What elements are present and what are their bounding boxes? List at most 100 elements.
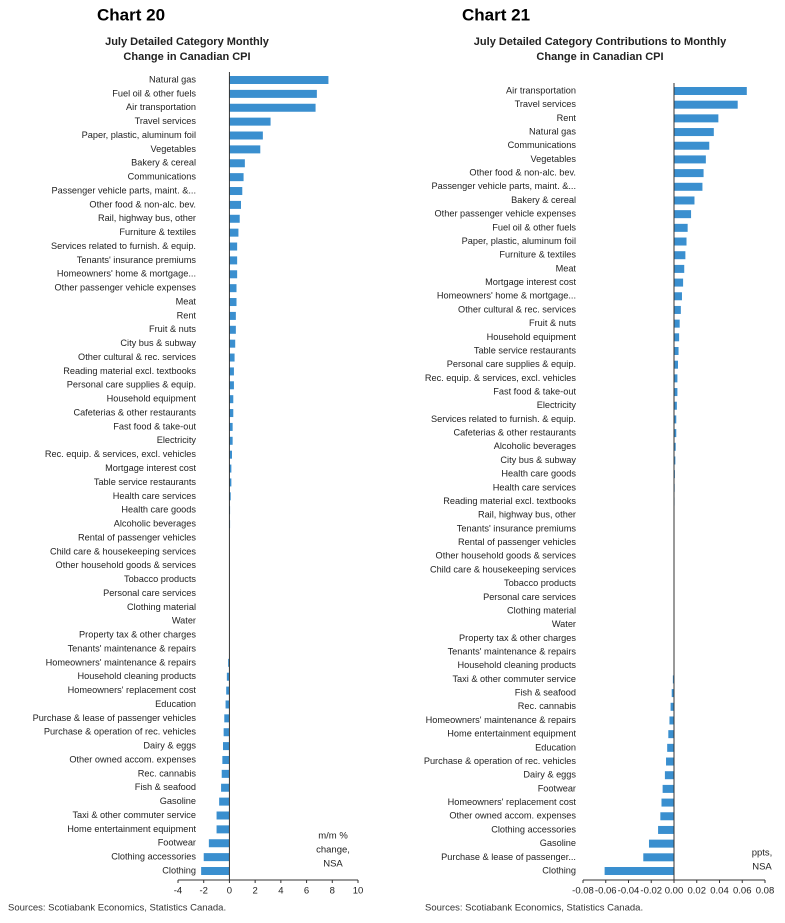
category-label: Reading material excl. textbooks [63,366,196,376]
category-label: Health care goods [501,469,576,479]
category-label: Bakery & cereal [511,195,576,205]
bar [208,839,230,848]
bar [674,319,680,328]
bar [662,784,674,793]
axis-note: ppts, [752,848,773,859]
bar [221,769,230,778]
chart-title: July Detailed Category Contributions to … [474,36,727,48]
x-tick-label: 10 [353,886,364,897]
bar [229,298,237,307]
category-label: Personal care services [103,588,196,598]
bar [222,755,230,764]
category-label: Dairy & eggs [143,741,196,751]
bar [225,700,230,709]
category-label: Footwear [538,783,576,793]
x-tick-label: -0.02 [640,886,662,897]
category-label: Tenants' maintenance & repairs [68,643,197,653]
bar [674,223,688,232]
category-label: Clothing [542,865,576,875]
category-label: Mortgage interest cost [485,277,576,287]
category-label: Table service restaurants [474,345,577,355]
category-label: Other owned accom. expenses [449,811,576,821]
bar [229,478,232,487]
category-label: Rec. equip. & services, excl. vehicles [45,449,197,459]
bar [229,464,232,473]
category-label: Household equipment [487,332,577,342]
category-label: Mortgage interest cost [105,463,196,473]
bar [229,353,235,362]
category-label: Clothing accessories [491,824,576,834]
category-label: Communications [128,172,197,182]
bar [674,374,678,383]
bar [229,228,239,237]
category-label: Air transportation [126,102,196,112]
category-label: Home entertainment equipment [447,729,576,739]
x-tick-label: 0.00 [665,886,684,897]
category-label: Tenants' insurance premiums [77,255,197,265]
category-label: Passenger vehicle parts, maint. &... [431,181,576,191]
category-label: Cafeterias & other restaurants [73,407,196,417]
category-label: Health care services [493,482,577,492]
category-label: Travel services [515,99,577,109]
category-label: Child care & housekeeping services [50,546,196,556]
x-tick-label: 0.08 [756,886,775,897]
bar [229,117,271,126]
bar [229,89,317,98]
bar [229,381,234,390]
category-label: Tobacco products [124,574,196,584]
category-label: Electricity [157,435,197,445]
bar [201,867,230,875]
bar [674,278,684,287]
category-label: Alcoholic beverages [114,519,197,529]
category-label: Furniture & textiles [119,227,196,237]
category-label: Services related to furnish. & equip. [51,241,196,251]
category-label: Fish & seafood [515,688,576,698]
x-tick-label: -0.08 [572,886,594,897]
bar [670,702,674,711]
bar [674,141,710,150]
category-label: Health care goods [121,505,196,515]
bar [674,100,738,109]
category-label: Cafeterias & other restaurants [453,428,576,438]
bar [229,145,261,154]
category-label: Clothing material [127,602,196,612]
category-label: Natural gas [149,74,196,84]
category-label: Personal care supplies & equip. [447,359,576,369]
bar [229,492,231,501]
category-label: Table service restaurants [94,477,197,487]
bar [229,187,243,196]
category-label: Furniture & textiles [499,250,576,260]
category-label: Clothing [162,865,196,875]
category-label: Fish & seafood [135,782,196,792]
bar [667,743,674,752]
bar [229,131,263,140]
x-tick-label: 0.02 [688,886,707,897]
category-label: Rental of passenger vehicles [458,537,576,547]
category-label: Other cultural & rec. services [78,352,196,362]
category-label: Clothing material [507,605,576,615]
category-label: Air transportation [506,85,576,95]
category-label: Paper, plastic, aluminum foil [82,130,196,140]
bar [674,210,692,219]
bar [229,242,238,251]
category-label: Rec. cannabis [138,768,197,778]
bar [226,686,230,695]
category-label: Rent [177,310,197,320]
bar [203,853,230,862]
category-label: Dairy & eggs [523,770,576,780]
category-label: Taxi & other commuter service [72,810,196,820]
bar [674,264,685,273]
category-label: Other food & non-alc. bev. [469,168,576,178]
category-label: Meat [556,263,577,273]
category-label: Electricity [537,400,577,410]
x-tick-label: 0.04 [710,886,729,897]
bar [224,714,230,723]
bar [228,658,230,667]
category-label: Water [172,616,196,626]
category-label: Rec. cannabis [518,701,577,711]
bar [674,442,676,451]
bar [229,103,316,112]
bar [229,409,234,418]
x-tick-label: -4 [174,886,182,897]
bar [674,155,706,164]
